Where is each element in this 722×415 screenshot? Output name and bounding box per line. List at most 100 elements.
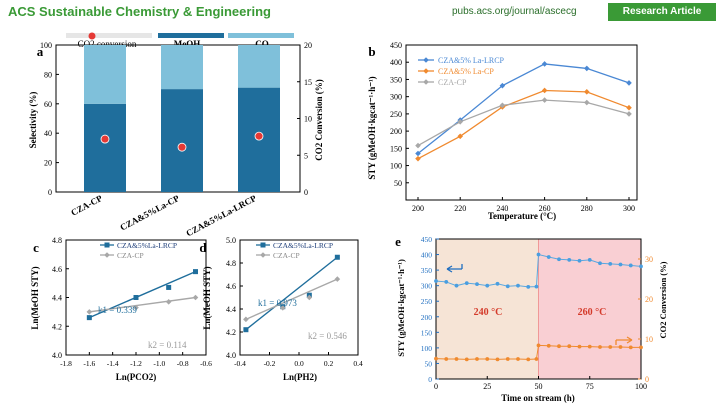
y-tick-label-a: 0 [48,188,52,197]
x-category-label-a: CZA&5%La-LRCP [184,193,258,239]
y-tick-label-b: 100 [390,162,402,171]
data-point-sty [639,264,643,269]
series-point-b [584,65,590,72]
y-tick-label-e: 400 [421,251,433,260]
x-tick-label-d: 0.2 [324,359,334,368]
legend-swatch-co [228,33,294,38]
y-tick-label-e: 150 [421,328,433,337]
y-tick-label-c: 4.6 [52,265,62,274]
series-point-b [457,119,463,125]
data-point-c [166,284,172,290]
fit-line-d [245,256,338,331]
data-point-sty [618,262,623,267]
data-point-c [133,295,139,300]
panel-label-d: d [199,240,207,255]
y-tick-label-b: 450 [390,41,402,50]
legend-label-d: CZA-CP [273,251,300,260]
panel-label-c: c [33,240,39,255]
series-line-sty [435,253,642,288]
legend-swatch-co2 [66,33,152,38]
y-tick-label-e: 200 [421,313,433,322]
y-tick-label-c: 4.2 [52,322,62,331]
y2-tick-label-a: 5 [304,151,308,160]
legend-label-b: CZA&5% La-CP [438,67,494,76]
journal-url[interactable]: pubs.acs.org/journal/ascecg [452,6,577,17]
legend-label-d: CZA&5%La-LRCP [273,241,333,250]
legend-marker-b [423,79,429,85]
x-tick-label-c: -0.6 [200,359,212,368]
panel-label-a: a [37,44,44,59]
y2-tick-label-a: 10 [304,115,312,124]
series-point-b [541,87,548,94]
data-point-c [193,269,198,275]
y-tick-label-d: 4.2 [226,328,236,337]
data-point-sty [434,279,438,283]
series-line-conversion [435,344,641,360]
x-tick-label-d: 0.0 [294,359,304,368]
data-point-sty [485,283,490,288]
y-tick-label-d: 4.0 [226,351,236,360]
x-tick-label-b: 300 [623,204,635,213]
fit-line-c [89,296,196,313]
x-tick-label-b: 280 [581,204,593,213]
data-point-sty [444,280,449,284]
x-tick-label-e: 100 [635,382,647,391]
data-point-sty [577,258,582,263]
x-tick-label-b: 260 [539,204,551,213]
legend-marker-c [104,252,110,258]
x-tick-label-c: -1.4 [107,359,119,368]
data-point-conversion [598,345,602,349]
y-tick-label-b: 400 [390,58,402,67]
y-tick-label-d: 4.6 [226,282,236,291]
data-point-sty [534,284,539,289]
x-tick-label-b: 200 [412,204,424,213]
y-tick-label-a: 20 [44,159,52,168]
series-line-b [417,99,630,147]
y2-tick-label-a: 0 [304,188,308,197]
bar-co [161,45,203,90]
x-tick-label-c: -1.2 [130,359,142,368]
y-tick-label-d: 4.8 [226,259,236,268]
legend-marker-co2 [88,32,96,40]
data-point-conversion [536,343,541,348]
y-tick-label-b: 250 [390,110,402,119]
series-point-b [626,80,632,86]
x-axis-label-e: Time on stream (h) [501,393,574,403]
legend-label-co: CO [255,39,269,49]
y2-tick-label-e: 0 [645,375,649,384]
data-point-d [279,305,286,311]
data-point-c [165,299,172,305]
data-point-conversion [534,357,539,361]
series-point-b [584,99,590,106]
data-point-conversion [454,357,459,361]
y2-tick-label-e: 10 [645,335,653,344]
data-point-conversion [618,345,623,349]
y-tick-label-a: 60 [44,100,52,109]
x-axis-label-c: Ln(PCO2) [116,372,157,382]
series-point-b [626,104,632,111]
series-point-b [415,150,421,157]
data-point-sty [526,285,531,289]
series-point-b [499,102,506,109]
panel-label-e: e [395,234,401,249]
region-240 [436,239,539,379]
data-point-sty [495,281,500,286]
data-point-conversion [495,357,500,362]
point-co2-conversion [177,142,187,152]
y-axis-label-b: STY (gMeOH·kgcat⁻¹·h⁻¹) [367,76,377,179]
journal-header: ACS Sustainable Chemistry & Engineering … [0,0,722,24]
x-tick-label-d: -0.4 [234,359,246,368]
data-point-conversion [505,357,510,361]
x-category-label-a: CZA&5%La-CP [118,193,181,233]
data-point-sty [628,263,633,268]
x-axis-label-d: Ln(PH2) [283,372,317,382]
y-tick-label-d: 4.4 [226,305,236,314]
data-point-conversion [639,345,643,350]
annotation-k2-d: k2 = 0.546 [308,331,347,341]
series-point-b [415,142,421,149]
data-point-sty [567,257,572,262]
x-tick-label-c: -1.0 [153,359,165,368]
x-tick-label-d: -0.2 [264,359,276,368]
data-point-sty [546,255,551,259]
y-tick-label-a: 100 [40,41,52,50]
